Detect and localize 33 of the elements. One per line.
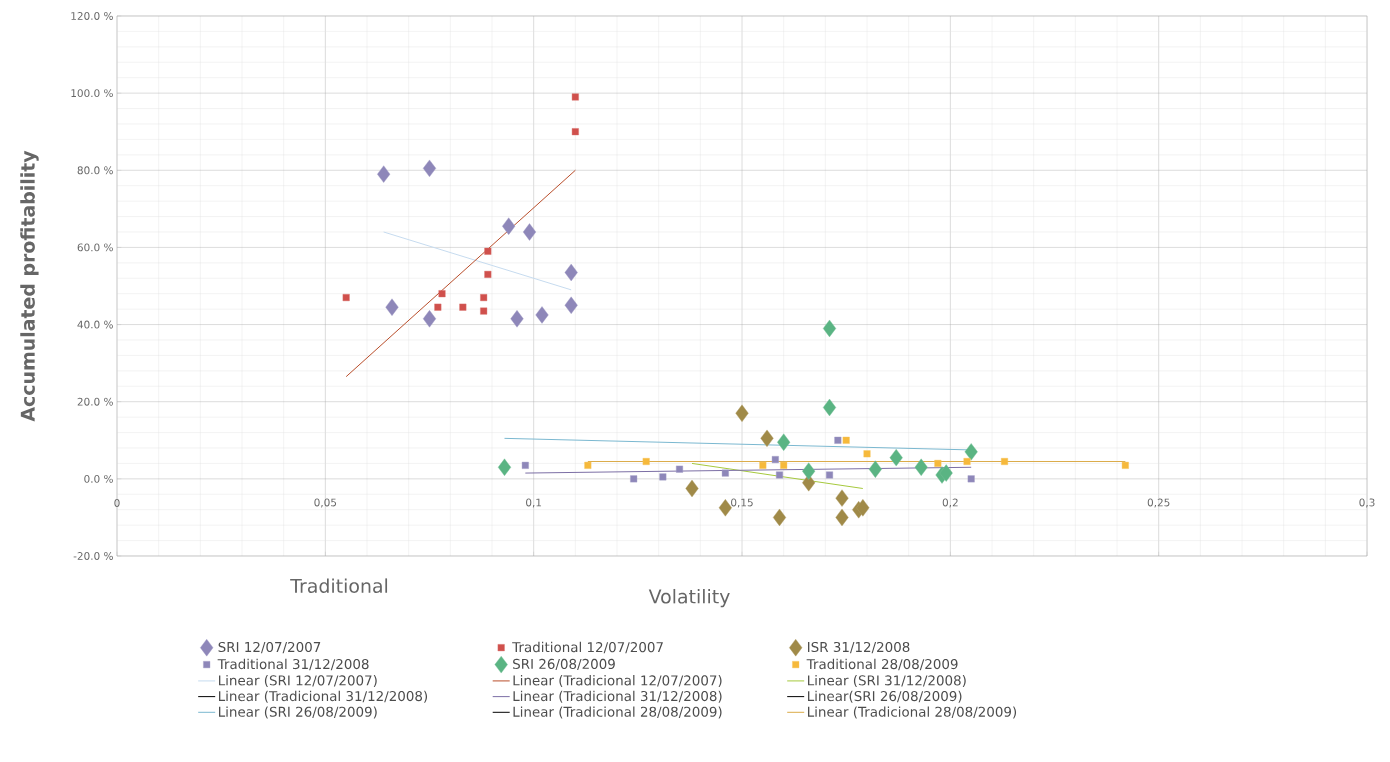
y-tick-label: -20.0 % xyxy=(73,552,113,560)
legend-label: Linear (Tradicional 28/08/2009) xyxy=(513,706,722,719)
legend-label: Traditional 28/08/2009 xyxy=(806,658,958,671)
legend-label: SRI 12/07/2007 xyxy=(218,641,321,654)
legend-label: Linear (Tradicional 12/07/2007) xyxy=(513,675,722,688)
y-axis-title: Accumulated profitability xyxy=(20,150,39,422)
legend-label: Linear (Tradicional 28/08/2009) xyxy=(808,706,1017,719)
legend-label: SRI 26/08/2009 xyxy=(513,658,615,671)
y-tick-label: 120.0 % xyxy=(71,12,113,20)
y-tick-label: 40.0 % xyxy=(77,320,113,329)
legend-label: ISR 31/12/2008 xyxy=(808,641,910,654)
x-tick-label: 0,25 xyxy=(1147,498,1170,508)
x-tick-label: 0,1 xyxy=(526,498,542,508)
legend-label: Linear (SRI 31/12/2008) xyxy=(808,675,966,688)
x-tick-label: 0,05 xyxy=(314,498,337,508)
x-tick-label: 0 xyxy=(114,499,120,507)
y-tick-label: 20.0 % xyxy=(77,397,113,406)
y-tick-label: 80.0 % xyxy=(77,166,113,175)
x-tick-label: 0,15 xyxy=(731,498,753,508)
text: Traditional xyxy=(290,578,388,594)
y-tick-label: 60.0 % xyxy=(77,243,113,252)
x-tick-label: 0,2 xyxy=(942,498,958,508)
legend-label: Linear (SRI 26/08/2009) xyxy=(219,706,377,719)
legend-label: Linear (SRI 12/07/2007) xyxy=(219,675,377,688)
x-tick-label: 0,3 xyxy=(1359,498,1375,508)
legend-label: Linear (Tradicional 31/12/2008) xyxy=(219,690,428,703)
legend-label: Linear(SRI 26/08/2009) xyxy=(808,690,962,703)
y-tick-label: 0.0 % xyxy=(84,474,113,483)
legend-label: Traditional 31/12/2008 xyxy=(217,658,369,671)
x-axis-title: Volatility xyxy=(648,588,730,608)
legend-label: Linear (Tradicional 31/12/2008) xyxy=(513,690,722,703)
legend-label: Traditional 12/07/2007 xyxy=(512,641,663,654)
y-tick-label: 100.0 % xyxy=(71,89,113,98)
